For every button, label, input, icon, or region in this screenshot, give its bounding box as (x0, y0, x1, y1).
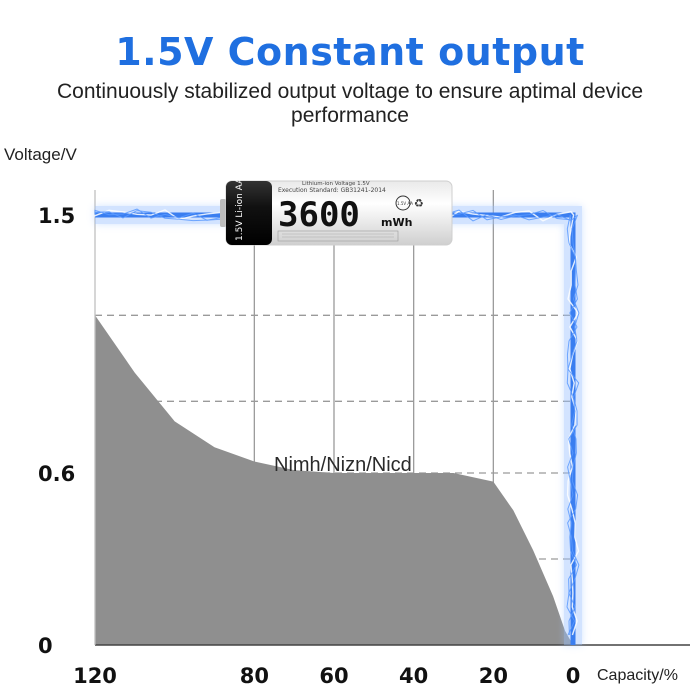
battery-top-line1: Lithium-ion Voltage 1.5V (302, 181, 370, 187)
battery-terminal (220, 199, 226, 227)
battery-side-text: 1.5V Li-ion AA (235, 179, 245, 241)
y-tick-label-0: 0 (38, 634, 53, 658)
axes (94, 190, 690, 646)
battery-image: 1.5V Li-ion AA Lithium-ion Voltage 1.5V … (220, 179, 453, 246)
battery-cap (226, 181, 272, 245)
nimh-area (95, 315, 573, 645)
battery-badge (395, 195, 411, 211)
battery-top-line2: Execution Standard: GB31241-2014 (278, 187, 386, 194)
battery-warning-box (277, 230, 399, 242)
x-tick-label-20: 20 (479, 664, 508, 688)
chart-title: 1.5V Constant output (115, 30, 585, 74)
chart-subtitle: Continuously stabilized output voltage t… (56, 80, 644, 127)
axis-labels: Voltage/V Capacity/% Nimh/Nizn/Nicd (4, 145, 678, 684)
tick-labels: 120 80 60 40 20 0 0 0.6 1.5 (38, 204, 580, 688)
recycle-icon: ♻ (414, 197, 424, 210)
y-tick-label-0-6: 0.6 (38, 462, 75, 486)
y-tick-label-1-5: 1.5 (38, 204, 75, 228)
x-tick-label-80: 80 (240, 664, 269, 688)
x-tick-label-60: 60 (319, 664, 348, 688)
battery-unit: mWh (381, 216, 412, 229)
nimh-area-series (95, 315, 573, 645)
battery-capacity: 3600 (278, 195, 360, 235)
y-axis-label: Voltage/V (4, 145, 77, 164)
x-tick-label-40: 40 (399, 664, 428, 688)
x-tick-label-120: 120 (73, 664, 117, 688)
x-axis-label: Capacity/% (597, 667, 678, 684)
x-tick-label-0: 0 (566, 664, 581, 688)
battery-badge-text: 1.5V AA (397, 201, 413, 206)
series-annotation-nimh: Nimh/Nizn/Nicd (274, 454, 412, 476)
